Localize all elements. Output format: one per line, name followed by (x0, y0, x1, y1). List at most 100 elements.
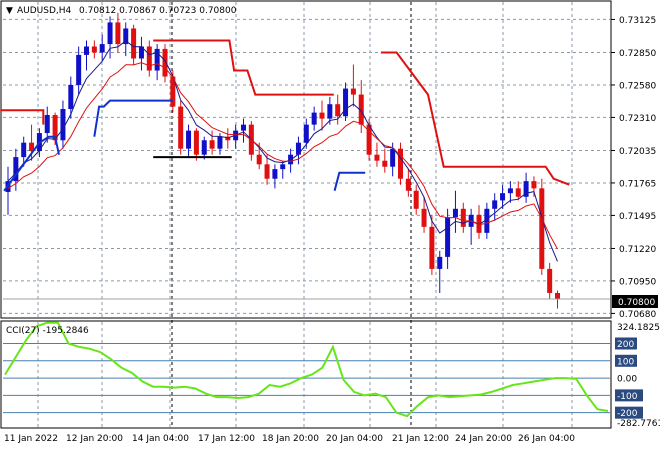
candle-body[interactable] (44, 115, 50, 134)
chart-grid (3, 2, 610, 427)
candle-body[interactable] (138, 46, 144, 59)
current-price-label: 0.70800 (618, 298, 655, 308)
candle-body[interactable] (382, 160, 388, 167)
candle-body[interactable] (170, 76, 176, 107)
candle-body[interactable] (84, 46, 89, 55)
time-label: 20 Jan 04:00 (326, 434, 383, 444)
candle-body[interactable] (390, 148, 396, 167)
candle-body[interactable] (107, 22, 113, 45)
candle-body[interactable] (13, 157, 19, 182)
candle-body[interactable] (492, 200, 498, 209)
candle-body[interactable] (280, 164, 286, 170)
candle-body[interactable] (405, 178, 411, 191)
support-stop-line (333, 171, 366, 192)
candle-body[interactable] (547, 268, 553, 293)
candle-body[interactable] (398, 148, 403, 179)
cci-tick-label: 200 (617, 340, 634, 350)
candle-body[interactable] (123, 28, 129, 45)
price-tick-label: 0.72035 (619, 147, 656, 157)
candle-body[interactable] (303, 124, 309, 143)
ma-fast-line (7, 40, 558, 262)
candle-body[interactable] (319, 112, 325, 119)
candle-body[interactable] (29, 142, 35, 152)
candle-body[interactable] (241, 124, 246, 131)
cci-axis: 324.1825 200 100 0.00 -100 -200-282.7761 (615, 323, 660, 429)
candle-body[interactable] (178, 106, 184, 149)
resistance-stop-line (0, 109, 45, 125)
resistance-stop-line (380, 51, 570, 186)
price-tick-label: 0.71220 (619, 245, 656, 255)
price-tick-label: 0.72580 (619, 81, 656, 91)
candle-body[interactable] (327, 104, 333, 119)
time-label: 24 Jan 20:00 (455, 434, 512, 444)
candle-body[interactable] (256, 154, 262, 165)
cci-tick-label: 324.1825 (617, 323, 660, 333)
current-price-box (612, 295, 658, 308)
candle-body[interactable] (445, 217, 451, 257)
time-label: 18 Jan 20:00 (262, 434, 319, 444)
candle-body[interactable] (460, 208, 466, 227)
candle-body[interactable] (500, 193, 506, 201)
candle-body[interactable] (60, 109, 66, 141)
candle-body[interactable] (476, 214, 482, 233)
candle-body[interactable] (531, 181, 537, 189)
candle-body[interactable] (295, 142, 301, 155)
cci-line (4, 321, 609, 418)
candle-body[interactable] (76, 54, 82, 85)
candle-body[interactable] (68, 84, 74, 110)
candle-body[interactable] (115, 22, 121, 45)
candle-body[interactable] (374, 154, 380, 161)
candle-body[interactable] (429, 226, 435, 269)
candle-body[interactable] (350, 88, 356, 95)
candle-body[interactable] (131, 28, 137, 59)
candle-body[interactable] (343, 88, 349, 117)
price-tick-label: 0.72310 (619, 114, 656, 124)
candle-body[interactable] (515, 188, 521, 197)
candle-body[interactable] (507, 188, 513, 194)
candle-body[interactable] (555, 292, 560, 299)
candle-body[interactable] (217, 136, 223, 149)
candle-body[interactable] (146, 46, 152, 71)
candle-body[interactable] (99, 44, 105, 53)
cci-level-tag (615, 354, 637, 367)
cci-level-lines (3, 342, 610, 414)
candle-body[interactable] (421, 208, 427, 227)
ohlc-values: 0.70812 0.70867 0.70723 0.70800 (79, 6, 237, 16)
candle-body[interactable] (21, 142, 27, 158)
price-tick-label: 0.71495 (619, 212, 656, 222)
cci-tick-label: -200 (617, 409, 638, 419)
candle-body[interactable] (366, 124, 372, 155)
candle-body[interactable] (209, 140, 215, 149)
price-tick-label: 0.72850 (619, 49, 656, 59)
candle-body[interactable] (413, 190, 419, 209)
candle-body[interactable] (311, 112, 317, 125)
candle-body[interactable] (358, 94, 364, 125)
cci-level-tag (615, 406, 643, 419)
candle-body[interactable] (154, 48, 160, 71)
candle-body[interactable] (186, 130, 192, 149)
candle-body[interactable] (201, 140, 207, 155)
candle-body[interactable] (91, 46, 97, 53)
time-axis: 11 Jan 2022 12 Jan 20:00 14 Jan 04:00 17 Ja… (4, 434, 575, 444)
candle-body[interactable] (452, 208, 458, 218)
candle-body[interactable] (484, 208, 490, 233)
price-tick-label: 0.70680 (619, 310, 656, 320)
triangle-icon[interactable]: ▼ (6, 6, 13, 16)
candle-body[interactable] (162, 48, 168, 77)
cci-label: CCI(27) -195.2846 (6, 326, 89, 336)
candle-body[interactable] (335, 104, 341, 117)
time-label: 11 Jan 2022 (4, 434, 58, 444)
candle-body[interactable] (52, 115, 58, 141)
candle-body[interactable] (437, 256, 443, 269)
time-label: 21 Jan 12:00 (392, 434, 449, 444)
candle-body[interactable] (539, 188, 545, 269)
candle-body[interactable] (272, 169, 278, 179)
candle-body[interactable] (523, 181, 529, 197)
candle-body[interactable] (264, 164, 270, 179)
cci-tick-label: -282.7761 (617, 419, 660, 429)
overlay-indicators (0, 39, 610, 300)
candle-body[interactable] (193, 130, 199, 155)
candle-body[interactable] (225, 136, 231, 141)
resistance-stop-line (153, 39, 334, 96)
